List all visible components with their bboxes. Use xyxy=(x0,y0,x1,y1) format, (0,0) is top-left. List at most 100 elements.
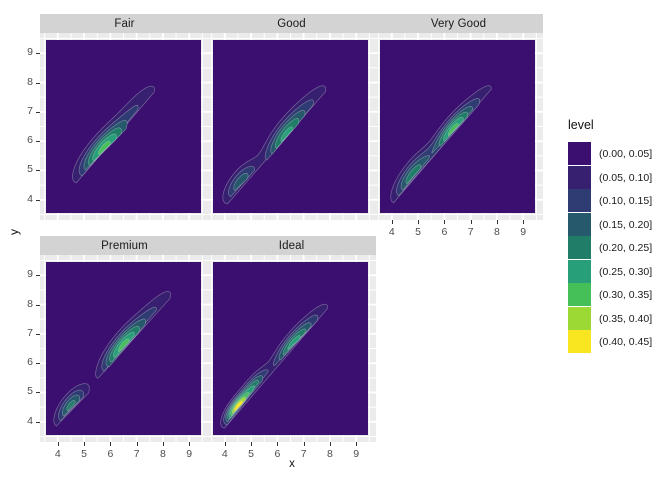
y-tick-label: 5 xyxy=(27,163,33,176)
facet-panel-good xyxy=(207,33,376,220)
facet-panel-ideal xyxy=(207,255,376,442)
x-tick-mark xyxy=(444,220,446,224)
x-tick-label: 6 xyxy=(441,226,448,238)
legend-swatch xyxy=(568,212,591,236)
legend-swatch xyxy=(568,330,591,353)
legend-title: level xyxy=(568,118,594,132)
y-tick-mark xyxy=(36,392,40,394)
x-tick-mark xyxy=(224,442,226,446)
legend-entry-label: (0.15, 0.20] xyxy=(599,218,653,231)
x-tick-label: 5 xyxy=(248,448,254,460)
x-tick-mark xyxy=(136,442,138,446)
facet-strip-good: Good xyxy=(207,14,376,33)
y-tick-mark xyxy=(36,53,40,55)
x-tick-label: 6 xyxy=(107,448,114,460)
axis-title-x: x xyxy=(289,458,295,470)
x-tick-label: 7 xyxy=(300,448,307,460)
legend-entry-label: (0.35, 0.40] xyxy=(599,312,653,325)
legend-swatch xyxy=(568,165,591,189)
facet-strip-premium: Premium xyxy=(40,236,209,255)
x-tick-mark xyxy=(523,220,525,224)
y-tick-label: 6 xyxy=(27,356,33,369)
facet-strip-label: Ideal xyxy=(278,239,305,252)
facet-strip-label: Good xyxy=(277,17,306,30)
axis-title-y: y xyxy=(7,229,21,235)
legend-entry-label: (0.05, 0.10] xyxy=(599,171,653,184)
y-tick-mark xyxy=(36,170,40,172)
legend-entry-label: (0.00, 0.05] xyxy=(599,148,653,160)
x-tick-label: 5 xyxy=(415,226,421,238)
x-tick-label: 8 xyxy=(159,448,166,460)
facet-panel-premium xyxy=(40,255,209,442)
x-tick-mark xyxy=(84,442,86,446)
x-tick-mark xyxy=(356,442,358,446)
y-tick-label: 7 xyxy=(27,104,33,117)
x-tick-mark xyxy=(418,220,420,224)
facet-strip-label: Very Good xyxy=(430,17,487,30)
y-tick-mark xyxy=(36,421,40,423)
x-tick-label: 8 xyxy=(326,448,333,460)
legend-entry-label: (0.30, 0.35] xyxy=(599,289,653,301)
y-tick-label: 7 xyxy=(27,326,33,339)
facet-panel-very-good xyxy=(374,33,543,220)
y-tick-mark xyxy=(36,275,40,277)
contour-plot-fair xyxy=(46,40,201,213)
x-tick-label: 9 xyxy=(520,226,527,238)
x-tick-mark xyxy=(162,442,164,446)
legend-entry-label: (0.10, 0.15] xyxy=(599,195,653,207)
legend-swatch xyxy=(568,142,591,165)
x-tick-label: 7 xyxy=(133,448,140,460)
x-tick-mark xyxy=(303,442,305,446)
x-tick-label: 9 xyxy=(186,448,193,460)
legend-entry-label: (0.20, 0.25] xyxy=(599,242,653,254)
facet-strip-ideal: Ideal xyxy=(207,236,376,255)
legend-swatch xyxy=(568,306,591,330)
y-tick-label: 9 xyxy=(27,46,33,59)
x-tick-label: 4 xyxy=(388,226,395,238)
x-tick-mark xyxy=(329,442,331,446)
legend-swatch xyxy=(568,283,591,306)
x-tick-label: 6 xyxy=(274,448,281,460)
legend-entry-label: (0.40, 0.45] xyxy=(599,336,653,348)
facet-strip-very-good: Very Good xyxy=(374,14,543,33)
y-tick-label: 4 xyxy=(27,414,33,427)
legend-swatch xyxy=(568,236,591,259)
x-tick-label: 4 xyxy=(54,448,61,460)
x-tick-mark xyxy=(277,442,279,446)
x-tick-mark xyxy=(496,220,498,224)
y-tick-mark xyxy=(36,363,40,365)
contour-plot-ideal xyxy=(213,262,368,435)
y-tick-label: 8 xyxy=(27,297,33,310)
x-tick-mark xyxy=(57,442,59,446)
x-tick-label: 5 xyxy=(81,448,87,460)
y-tick-label: 5 xyxy=(27,385,33,398)
x-tick-mark xyxy=(189,442,191,446)
facet-strip-fair: Fair xyxy=(40,14,209,33)
y-tick-mark xyxy=(36,111,40,113)
y-tick-mark xyxy=(36,141,40,143)
legend-swatch xyxy=(568,259,591,283)
x-tick-label: 8 xyxy=(493,226,500,238)
legend-swatch xyxy=(568,189,591,212)
y-tick-mark xyxy=(36,304,40,306)
x-tick-label: 7 xyxy=(467,226,474,238)
y-tick-mark xyxy=(36,333,40,335)
x-tick-mark xyxy=(110,442,112,446)
y-tick-label: 9 xyxy=(27,268,33,281)
y-tick-label: 8 xyxy=(27,75,33,88)
x-tick-mark xyxy=(251,442,253,446)
y-tick-mark xyxy=(36,199,40,201)
facet-strip-label: Premium xyxy=(101,239,148,252)
x-tick-label: 9 xyxy=(353,448,360,460)
y-tick-mark xyxy=(36,82,40,84)
facet-panel-fair xyxy=(40,33,209,220)
legend-entry-label: (0.25, 0.30] xyxy=(599,265,653,278)
contour-plot-premium xyxy=(46,262,201,435)
x-tick-label: 4 xyxy=(221,448,228,460)
y-tick-label: 4 xyxy=(27,192,33,205)
contour-plot-good xyxy=(213,40,368,213)
x-tick-mark xyxy=(391,220,393,224)
contour-plot-very-good xyxy=(380,40,535,213)
facet-strip-label: Fair xyxy=(114,17,135,30)
